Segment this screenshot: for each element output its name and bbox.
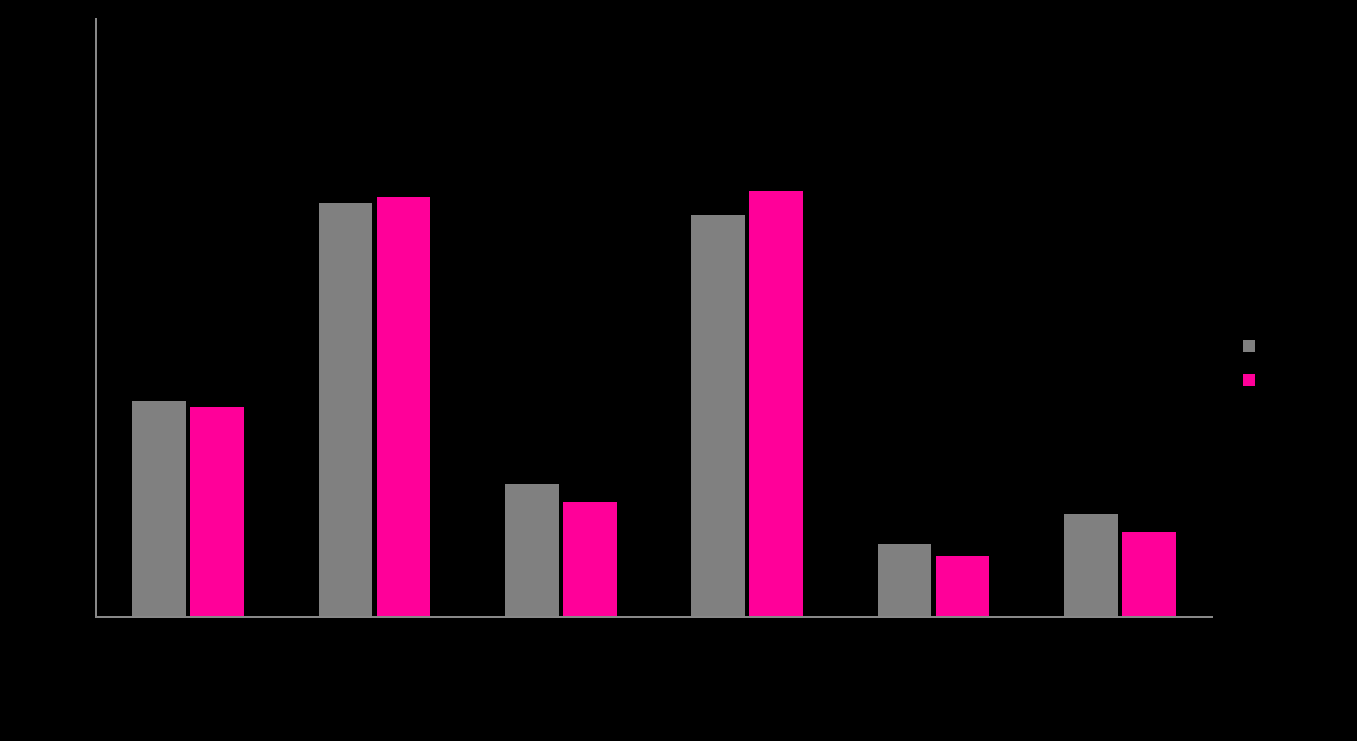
- bar-series-b-0: [190, 407, 244, 616]
- legend-item-1: [1243, 374, 1263, 386]
- bar-series-a-3: [691, 215, 745, 616]
- bar-series-a-2: [505, 484, 559, 616]
- bars-layer: [95, 18, 1213, 618]
- bar-chart: [0, 0, 1357, 741]
- bar-series-b-2: [563, 502, 617, 616]
- plot-area: [95, 18, 1213, 618]
- bar-series-b-3: [749, 191, 803, 616]
- legend-swatch-0: [1243, 340, 1255, 352]
- bar-series-b-5: [1122, 532, 1176, 616]
- bar-series-b-4: [936, 556, 990, 616]
- bar-series-a-1: [319, 203, 373, 616]
- legend-item-0: [1243, 340, 1263, 352]
- legend: [1243, 340, 1263, 386]
- bar-series-a-0: [132, 401, 186, 616]
- bar-series-a-4: [878, 544, 932, 616]
- legend-swatch-1: [1243, 374, 1255, 386]
- bar-series-b-1: [377, 197, 431, 616]
- bar-series-a-5: [1064, 514, 1118, 616]
